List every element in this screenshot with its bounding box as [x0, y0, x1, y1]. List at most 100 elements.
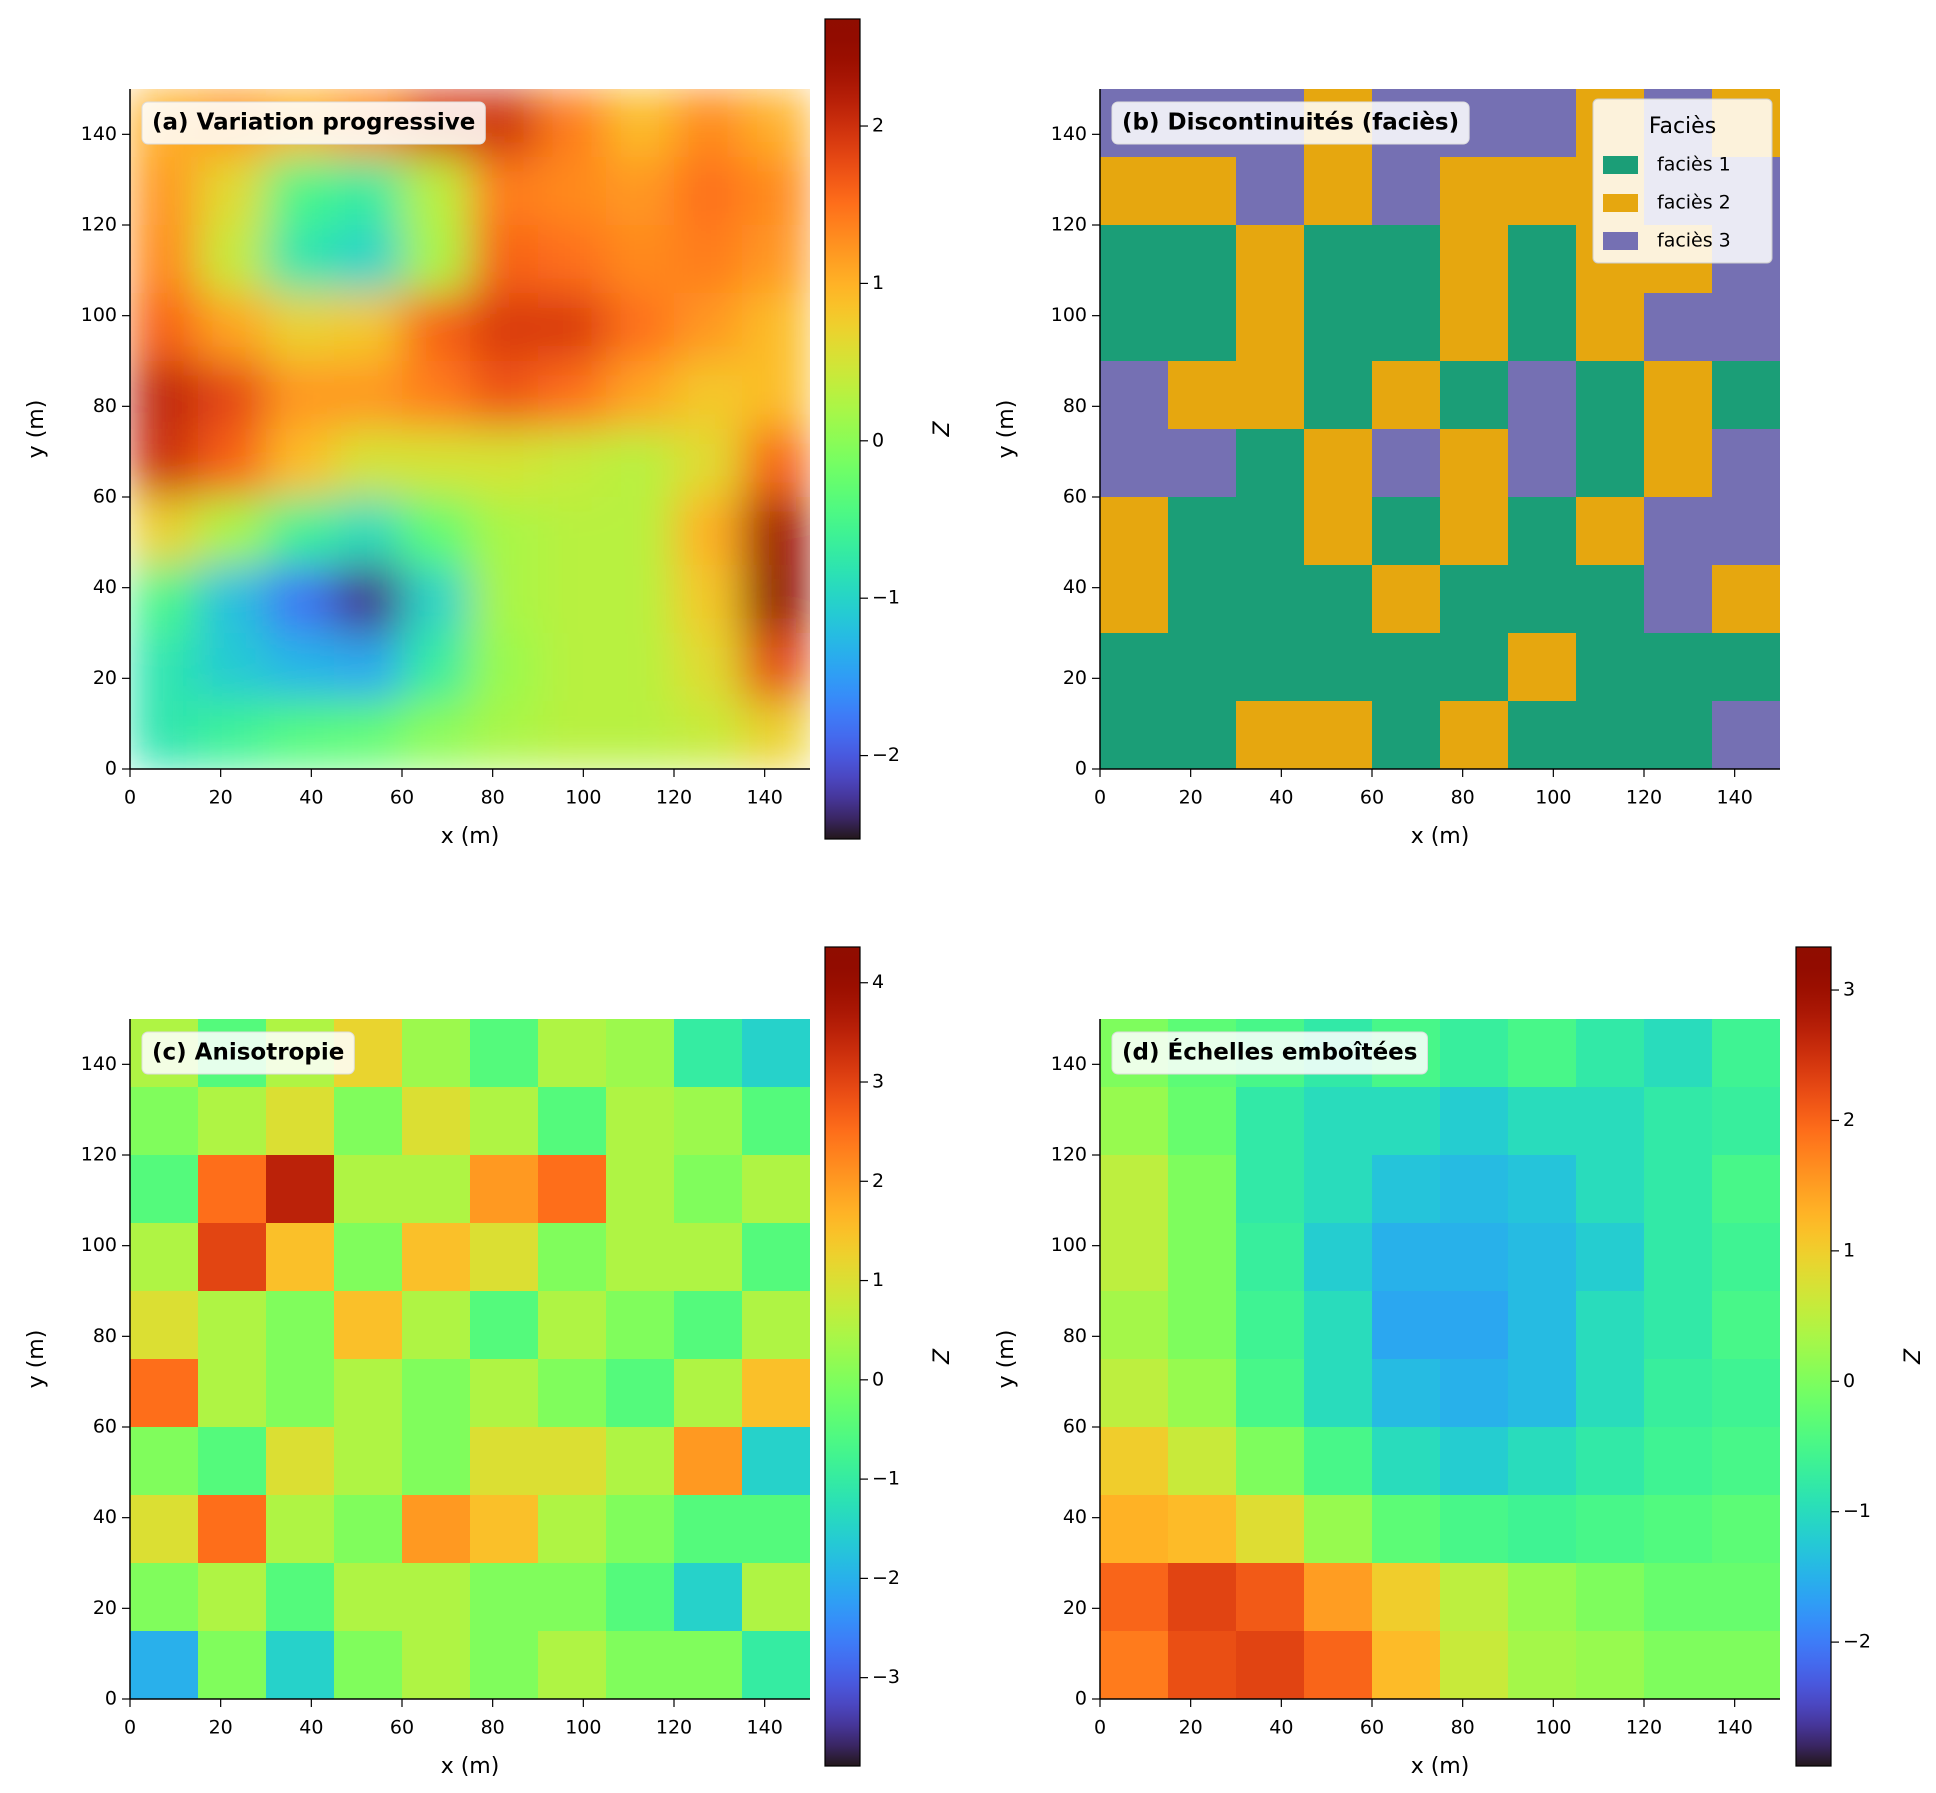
cell	[130, 1563, 199, 1632]
cell	[334, 1087, 403, 1156]
cell	[1168, 1155, 1237, 1224]
cell	[742, 361, 810, 430]
cell	[1508, 225, 1577, 294]
cell	[1168, 1291, 1237, 1360]
cell	[742, 293, 810, 362]
cell	[1100, 293, 1169, 362]
cell	[674, 1087, 743, 1156]
cell	[1304, 701, 1373, 769]
cell	[266, 293, 335, 362]
cell	[606, 1427, 675, 1496]
cell	[334, 429, 403, 498]
cell	[1712, 701, 1780, 769]
heatmap	[130, 89, 810, 769]
y-tick-label: 20	[1063, 667, 1087, 689]
cell	[1168, 1563, 1237, 1632]
y-tick-label: 20	[93, 1597, 117, 1619]
cell	[1168, 497, 1237, 566]
colorbar-label: Z	[930, 421, 955, 438]
cell	[606, 293, 675, 362]
y-tick-label: 100	[81, 1234, 117, 1256]
y-tick-label: 120	[1051, 214, 1087, 236]
cell	[606, 1359, 675, 1428]
cell	[1576, 633, 1645, 702]
cell	[674, 1631, 743, 1699]
x-tick-label: 100	[1535, 1717, 1571, 1739]
cell	[1508, 1563, 1577, 1632]
cell	[266, 1427, 335, 1496]
cell	[130, 1291, 199, 1360]
cell	[198, 633, 267, 702]
cell	[1236, 1495, 1305, 1564]
cell	[334, 1155, 403, 1224]
colorbar	[824, 18, 861, 840]
cell	[1304, 429, 1373, 498]
cell	[538, 1223, 607, 1292]
cell	[1372, 1563, 1441, 1632]
cell	[266, 361, 335, 430]
x-tick-label: 60	[1360, 1717, 1384, 1739]
cell	[130, 1155, 199, 1224]
cell	[606, 1155, 675, 1224]
cell	[538, 429, 607, 498]
cell	[1508, 293, 1577, 362]
x-tick-label: 80	[481, 1717, 505, 1739]
colorbar-tick-label: 3	[872, 1071, 884, 1093]
cell	[1100, 633, 1169, 702]
cell	[470, 225, 539, 294]
cell	[606, 89, 675, 158]
cell	[742, 1631, 810, 1699]
y-tick-label: 140	[1051, 1053, 1087, 1075]
cell	[1644, 293, 1713, 362]
cell	[674, 1495, 743, 1564]
cell	[606, 1087, 675, 1156]
cell	[1508, 1087, 1577, 1156]
legend-label: faciès 2	[1657, 192, 1731, 214]
cell	[1508, 701, 1577, 769]
cells	[1100, 1019, 1780, 1699]
colorbar-tick-label: 0	[1843, 1370, 1855, 1392]
colorbar-label: Z	[930, 1348, 955, 1365]
cell	[334, 497, 403, 566]
cell	[1100, 1563, 1169, 1632]
cell	[470, 1223, 539, 1292]
x-tick-label: 140	[1717, 787, 1753, 809]
cell	[334, 565, 403, 634]
legend-title: Faciès	[1649, 114, 1716, 139]
cell	[198, 1087, 267, 1156]
cell	[266, 497, 335, 566]
cell	[1576, 429, 1645, 498]
cell	[334, 1291, 403, 1360]
cell	[470, 1291, 539, 1360]
cell	[266, 565, 335, 634]
x-tick-label: 20	[1179, 787, 1203, 809]
y-tick-label: 40	[93, 1506, 117, 1528]
cell	[742, 225, 810, 294]
colorbar-tick-label: 3	[1843, 979, 1855, 1001]
cell	[1712, 429, 1780, 498]
y-tick-label: 120	[81, 214, 117, 236]
cell	[1712, 361, 1780, 430]
x-tick-label: 80	[1451, 1717, 1475, 1739]
cell	[130, 497, 199, 566]
cell	[1372, 1087, 1441, 1156]
cell	[1304, 293, 1373, 362]
x-tick-label: 40	[299, 787, 323, 809]
panel-title: (a) Variation progressive	[152, 110, 475, 136]
colorbar	[824, 946, 861, 1767]
y-tick-label: 60	[1063, 486, 1087, 508]
cell	[1712, 1495, 1780, 1564]
cell	[742, 1359, 810, 1428]
cell	[742, 1427, 810, 1496]
cell	[1304, 565, 1373, 634]
cell	[1372, 1631, 1441, 1699]
cell	[334, 701, 403, 769]
y-tick-label: 0	[1075, 1688, 1087, 1710]
cell	[1440, 361, 1509, 430]
cell	[1440, 1223, 1509, 1292]
cell	[1236, 1359, 1305, 1428]
y-tick-label: 120	[1051, 1144, 1087, 1166]
cell	[1372, 497, 1441, 566]
x-tick-label: 100	[1535, 787, 1571, 809]
cell	[402, 293, 471, 362]
